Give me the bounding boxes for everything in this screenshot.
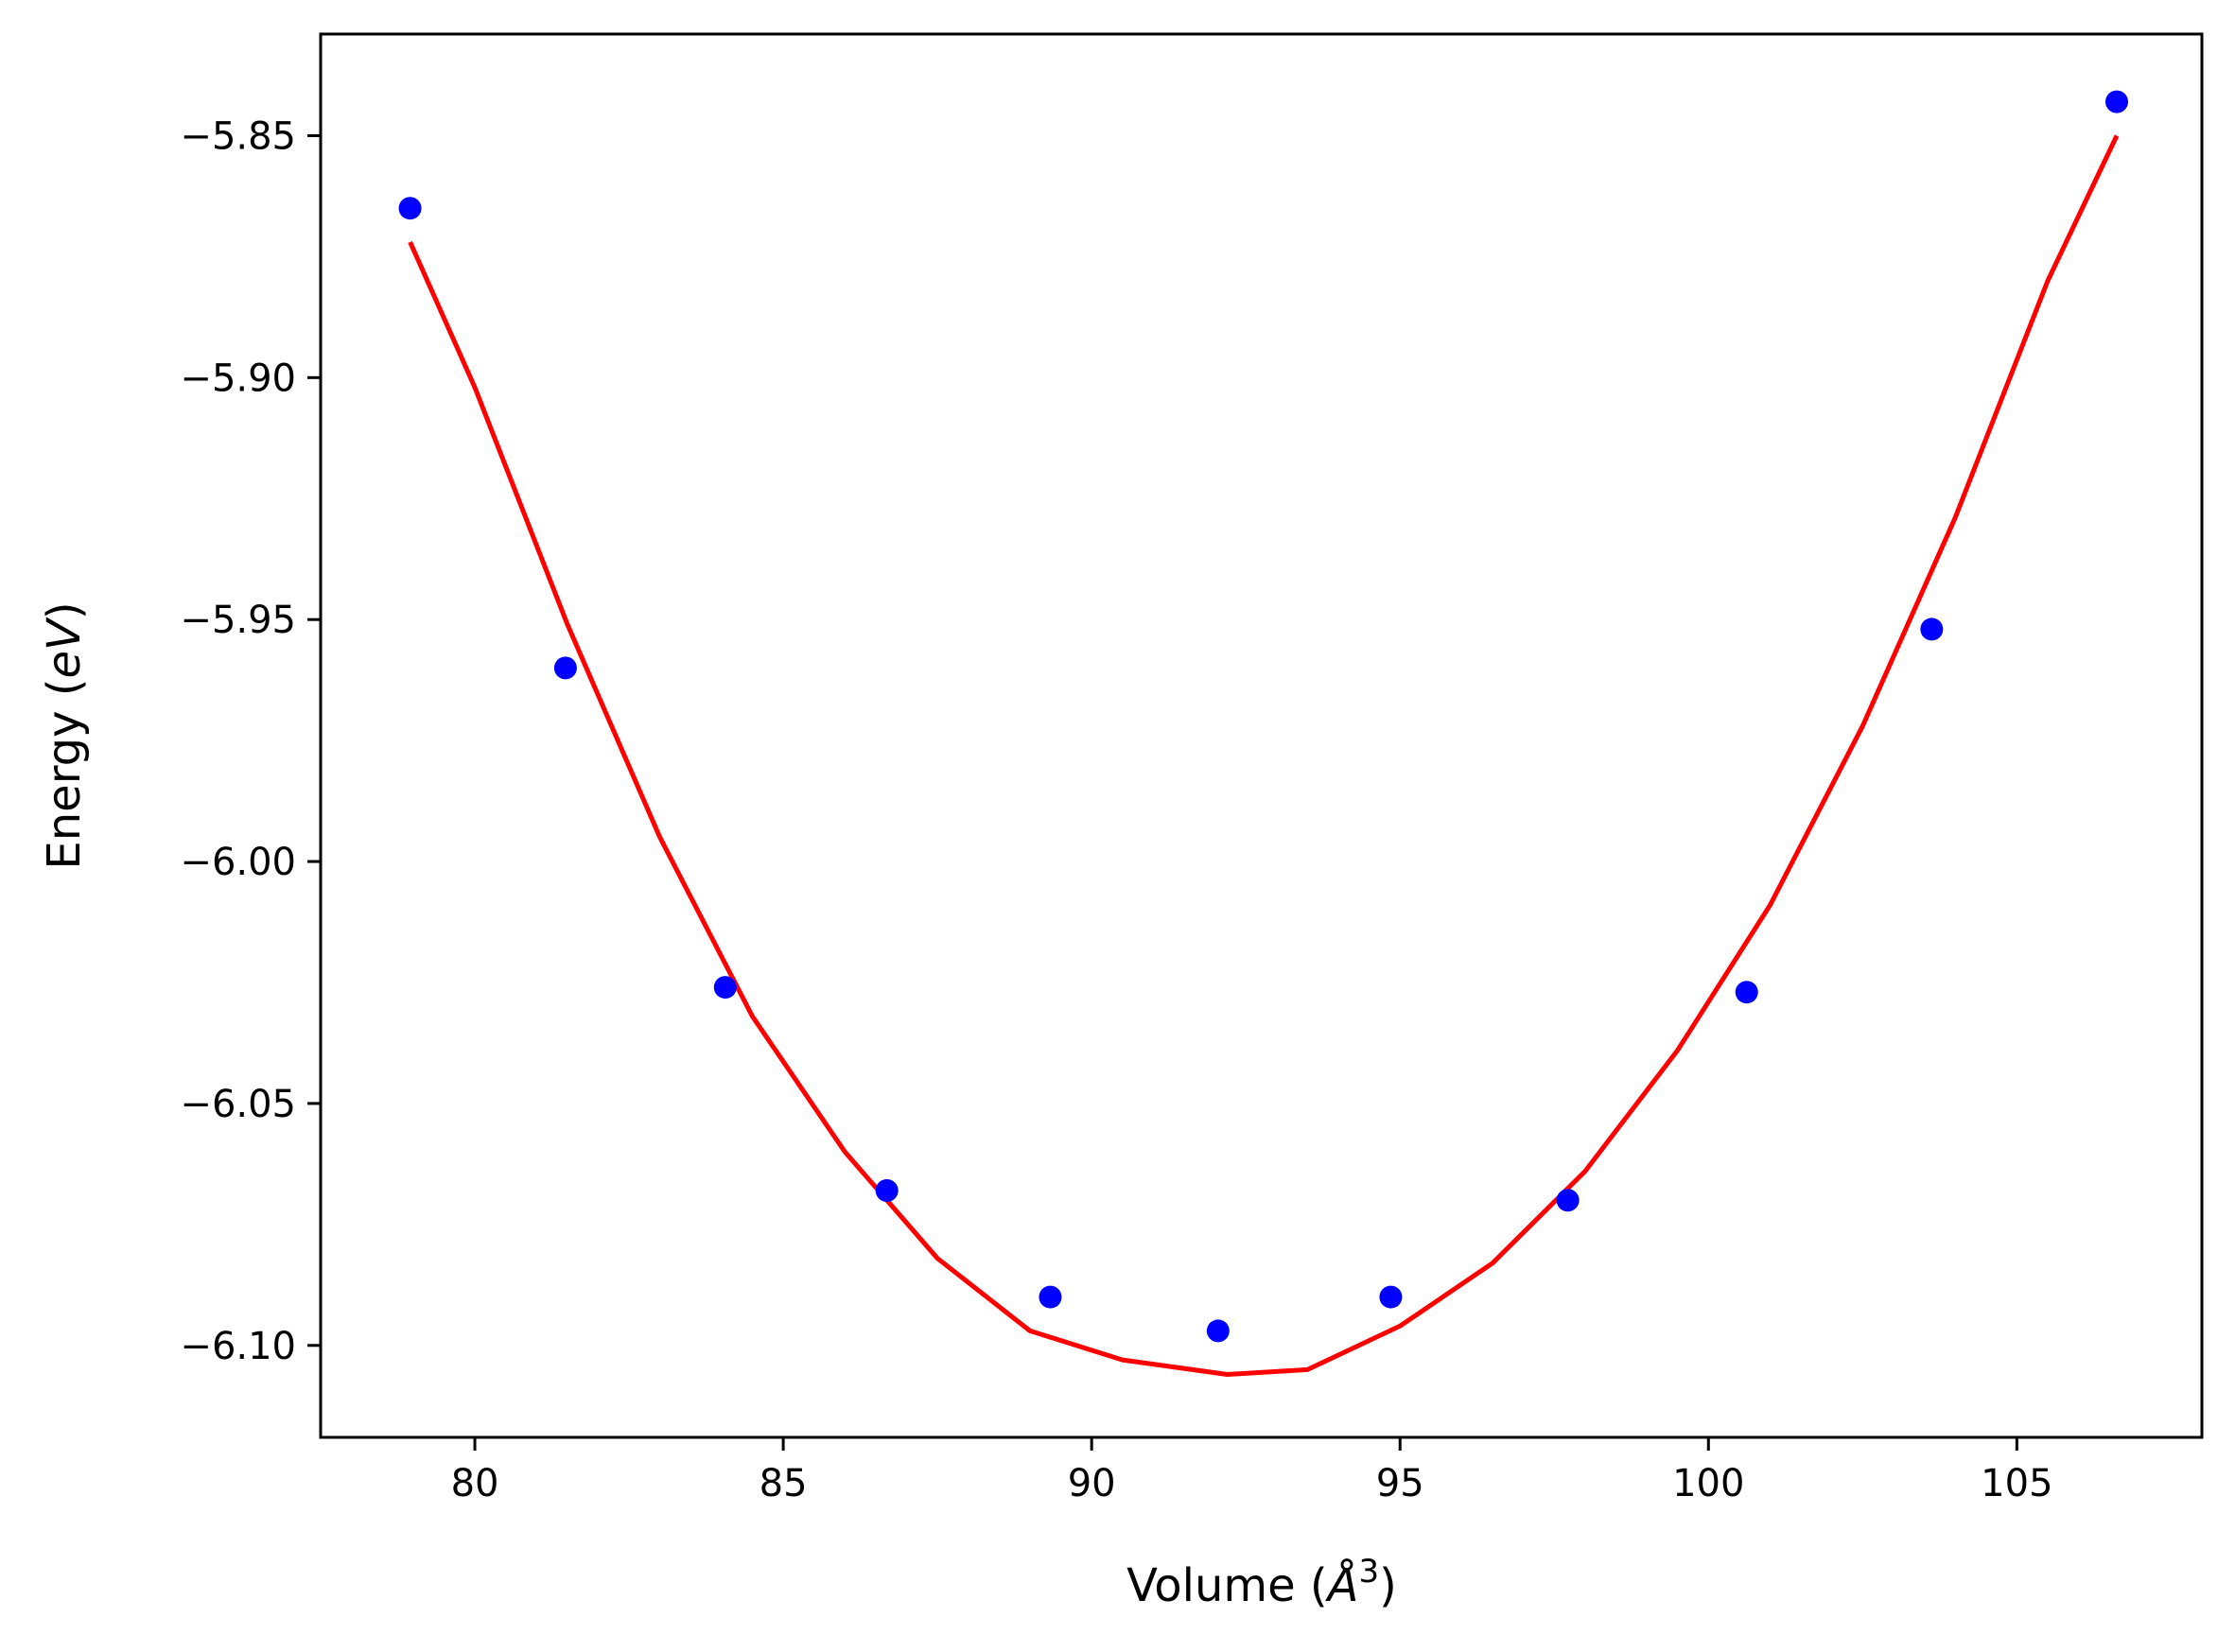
data-point <box>1039 1285 1062 1309</box>
data-point <box>1379 1285 1403 1309</box>
x-axis-label-unit: Å <box>1325 1558 1359 1612</box>
x-tick-label: 90 <box>1068 1462 1116 1505</box>
y-axis-label: Energy (eV) <box>38 601 91 869</box>
data-point <box>1206 1319 1230 1343</box>
plot-frame <box>319 32 2204 1439</box>
data-point <box>875 1179 899 1203</box>
x-axis-label-prefix: Volume ( <box>1126 1559 1328 1612</box>
y-tick-label: −6.00 <box>180 841 296 884</box>
y-tick-label: −5.90 <box>180 356 296 400</box>
data-point <box>713 976 737 1000</box>
x-tick-label: 95 <box>1376 1462 1424 1505</box>
x-tick-label: 100 <box>1672 1462 1744 1505</box>
data-point <box>1556 1189 1580 1212</box>
y-tick-label: −5.95 <box>180 599 296 642</box>
y-axis-label-suffix: ) <box>38 601 91 619</box>
y-tick-label: −6.10 <box>180 1325 296 1368</box>
data-point <box>1735 981 1758 1004</box>
data-point <box>1920 617 1944 641</box>
y-axis-ticks: −5.85 −5.90 −5.95 −6.00 −6.05 −6.10 <box>180 114 321 1368</box>
x-axis-ticks: 80 85 90 95 100 105 <box>451 1437 2053 1505</box>
y-tick-label: −6.05 <box>180 1083 296 1126</box>
y-axis-label-unit: eV <box>38 617 91 679</box>
data-point <box>553 656 577 680</box>
x-tick-label: 105 <box>1981 1462 2052 1505</box>
x-tick-label: 80 <box>451 1462 499 1505</box>
x-axis-label: Volume (Å3) <box>1126 1553 1397 1612</box>
data-points <box>398 90 2129 1343</box>
y-tick-label: −5.85 <box>180 114 296 158</box>
x-axis-label-exponent: 3 <box>1358 1553 1379 1591</box>
data-point <box>398 197 422 220</box>
y-axis-label-prefix: Energy ( <box>38 679 91 870</box>
fit-curve-line <box>408 134 2120 1377</box>
x-tick-label: 85 <box>760 1462 808 1505</box>
data-point <box>2105 90 2129 113</box>
x-axis-label-suffix: ) <box>1379 1559 1397 1612</box>
